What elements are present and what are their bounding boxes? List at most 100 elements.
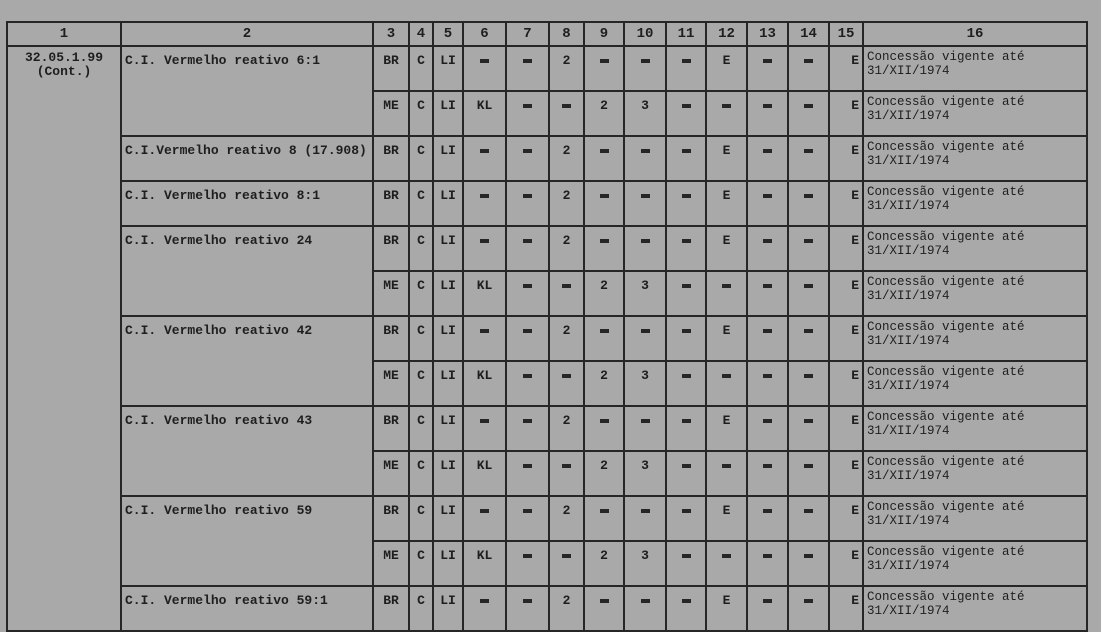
dash-mark [804,598,813,603]
cell-col-5: LI [432,360,464,407]
dash-mark [523,328,532,333]
cell-col-3: BR [372,225,410,272]
column-header-15: 15 [828,21,864,47]
cell-col-12 [705,90,748,137]
cell-col-7 [505,360,550,407]
cell-col-8: 2 [548,315,585,362]
cell-col-8 [548,360,585,407]
observation-cell: Concessão vigente até 31/XII/1974 [862,495,1088,542]
observation-date: 31/XII/1974 [867,289,950,303]
cell-col-6 [462,405,507,452]
cell-col-14 [787,495,830,542]
cell-col-8: 2 [548,495,585,542]
cell-col-13 [746,585,789,632]
dash-mark [599,58,609,63]
cell-col-5: LI [432,405,464,452]
dash-mark [763,553,772,558]
cell-col-3: ME [372,450,410,497]
cell-col-14 [787,270,830,317]
cell-col-12 [705,360,748,407]
cell-col-4: C [408,450,434,497]
table-row: C.I. Vermelho reativo 8:1 BR C LI 2 E E Concess… [7,180,1088,227]
cell-col-15: E [828,45,864,92]
dash-mark [681,508,691,513]
column-header-11: 11 [665,21,707,47]
continuation-note: (Cont.) [36,64,92,79]
product-name: C.I. Vermelho reativo 42 [120,315,374,407]
cell-col-10: 3 [623,540,667,587]
cell-col-7 [505,135,550,182]
observation-cell: Concessão vigente até 31/XII/1974 [862,45,1088,92]
dash-mark [523,373,532,378]
cell-col-10 [623,495,667,542]
cell-col-8: 2 [548,225,585,272]
observation-cell: Concessão vigente até 31/XII/1974 [862,360,1088,407]
cell-col-9 [583,495,625,542]
dash-mark [523,508,532,513]
dash-mark [640,58,650,63]
dash-mark [681,148,691,153]
column-header-9: 9 [583,21,625,47]
cell-col-3: BR [372,405,410,452]
dash-mark [523,553,532,558]
cell-col-9: 2 [583,540,625,587]
cell-col-5: LI [432,225,464,272]
observation-text: Concessão vigente até [867,455,1025,469]
dash-mark [722,373,731,378]
observation-text: Concessão vigente até [867,50,1025,64]
dash-mark [681,193,691,198]
cell-col-15: E [828,225,864,272]
cell-col-3: ME [372,540,410,587]
observation-cell: Concessão vigente até 31/XII/1974 [862,270,1088,317]
dash-mark [640,418,650,423]
column-header-3: 3 [372,21,410,47]
cell-col-8: 2 [548,405,585,452]
product-name: C.I. Vermelho reativo 43 [120,405,374,497]
product-name: C.I.Vermelho reativo 8 (17.908) [120,135,374,182]
dash-mark [763,283,772,288]
cell-col-13 [746,450,789,497]
tariff-table: 1 2 3 4 5 6 7 8 9 10 11 12 13 14 15 16 32.05.1.99 (Cont.… [6,21,1088,632]
dash-mark [681,103,691,108]
cell-col-5: LI [432,270,464,317]
cell-col-3: ME [372,270,410,317]
dash-mark [763,103,772,108]
dash-mark [804,553,813,558]
cell-col-4: C [408,225,434,272]
cell-col-4: C [408,495,434,542]
observation-date: 31/XII/1974 [867,154,950,168]
cell-col-6 [462,45,507,92]
dash-mark [763,598,772,603]
observation-text: Concessão vigente até [867,410,1025,424]
cell-col-12: E [705,180,748,227]
dash-mark [640,328,650,333]
observation-text: Concessão vigente até [867,320,1025,334]
dash-mark [763,418,772,423]
cell-col-11 [665,225,707,272]
cell-col-5: LI [432,450,464,497]
cell-col-15: E [828,90,864,137]
cell-col-8: 2 [548,45,585,92]
cell-col-3: ME [372,90,410,137]
cell-col-13 [746,90,789,137]
dash-mark [681,553,691,558]
cell-col-5: LI [432,90,464,137]
dash-mark [523,148,532,153]
cell-col-8 [548,270,585,317]
cell-col-7 [505,495,550,542]
cell-col-12 [705,450,748,497]
dash-mark [640,238,650,243]
dash-mark [804,238,813,243]
observation-date: 31/XII/1974 [867,379,950,393]
table-row: ME C LI KL 2 3 E Concessão vigente até 31/XII/19… [7,90,1088,137]
observation-date: 31/XII/1974 [867,604,950,618]
cell-col-15: E [828,450,864,497]
dash-mark [523,418,532,423]
table-row: C.I. Vermelho reativo 24 BR C LI 2 E E Concessã… [7,225,1088,317]
cell-col-8: 2 [548,180,585,227]
cell-col-3: BR [372,135,410,182]
cell-col-11 [665,270,707,317]
cell-col-7 [505,315,550,362]
cell-col-10 [623,315,667,362]
cell-col-14 [787,90,830,137]
